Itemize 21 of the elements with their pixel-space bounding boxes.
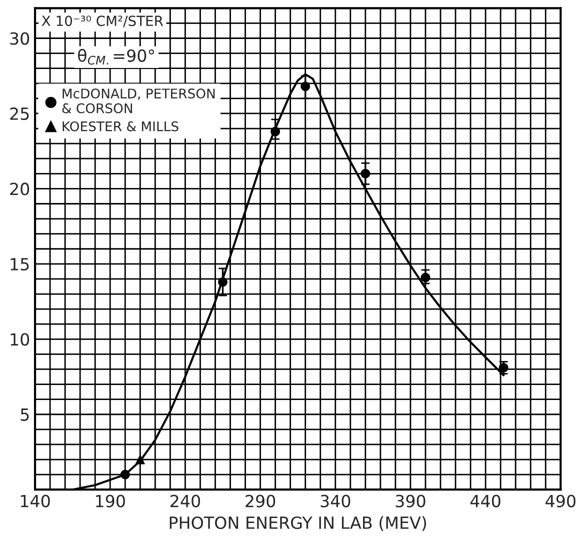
- y-tick-label: 25: [10, 107, 29, 120]
- legend-label: KOESTER & MILLS: [62, 121, 178, 132]
- point: [135, 454, 145, 464]
- y-axis-title: X 10⁻³⁰ CM²/STER: [42, 16, 164, 28]
- y-tick-label: 10: [10, 333, 30, 346]
- y-tick-label: 15: [10, 258, 29, 270]
- x-tick-label: 140: [20, 494, 50, 508]
- x-tick-label: 290: [246, 494, 276, 508]
- legend-label: McDONALD, PETERSON & CORSON: [62, 88, 215, 114]
- x-axis-title: PHOTON ENERGY IN LAB (MEV): [170, 516, 426, 532]
- y-tick-label: 30: [10, 32, 30, 45]
- y-tick-label: 5: [20, 408, 29, 421]
- x-tick-label: 440: [470, 494, 500, 508]
- x-tick-label: 240: [170, 494, 200, 508]
- annotation: θ$_{CM.}$=90°: [78, 48, 154, 65]
- x-tick-label: 490: [546, 494, 576, 508]
- x-tick-label: 390: [396, 494, 426, 508]
- x-tick-label: 190: [96, 494, 125, 508]
- point: [120, 470, 130, 480]
- y-tick-label: 20: [10, 182, 30, 196]
- x-tick-label: 340: [320, 494, 350, 508]
